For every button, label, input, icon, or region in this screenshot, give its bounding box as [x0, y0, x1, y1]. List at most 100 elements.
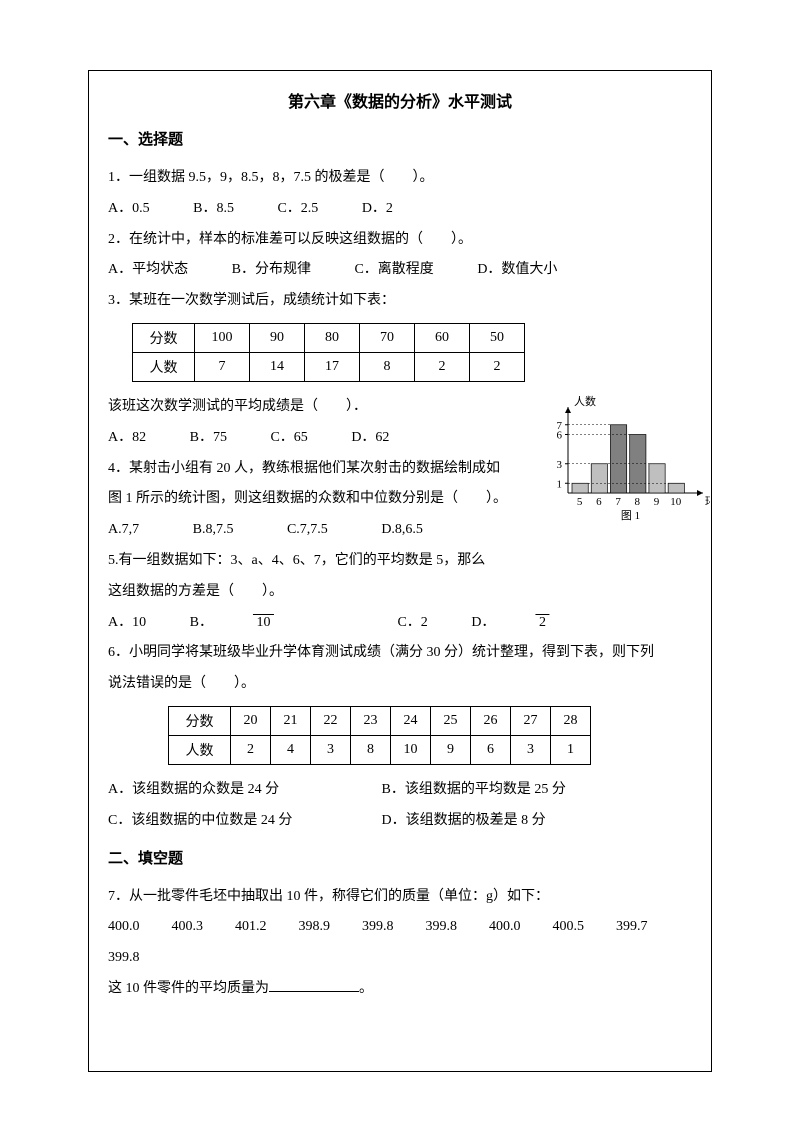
q6-opt-a: A．该组数据的众数是 24 分 [108, 775, 378, 806]
q6-r0: 人数 [169, 735, 231, 764]
q7-v4: 399.8 [362, 912, 422, 943]
q1-opt-b: B．8.5 [193, 194, 234, 225]
q6-r5: 10 [391, 735, 431, 764]
q2-opt-a: A．平均状态 [108, 255, 188, 286]
q6-table: 分数 20 21 22 23 24 25 26 27 28 人数 2 4 3 8… [168, 706, 591, 765]
svg-text:3: 3 [557, 459, 563, 471]
q3-r1: 7 [195, 352, 250, 381]
q5-line1: 5.有一组数据如下：3、a、4、6、7，它们的平均数是 5，那么 [108, 546, 692, 577]
q6-h1: 20 [231, 706, 271, 735]
q3-h3: 80 [305, 323, 360, 352]
q5-opt-a: A．10 [108, 608, 146, 639]
q6-h2: 21 [271, 706, 311, 735]
fill-blank[interactable] [269, 978, 359, 992]
page: 第六章《数据的分析》水平测试 一、选择题 1．一组数据 9.5，9，8.5，8，… [0, 0, 800, 1132]
q6-h6: 25 [431, 706, 471, 735]
chart-svg: 人数13675678910环图 1 [540, 395, 710, 525]
q1-opt-d: D．2 [362, 194, 393, 225]
q6-r2: 4 [271, 735, 311, 764]
table-row: 分数 20 21 22 23 24 25 26 27 28 [169, 706, 591, 735]
q7-v3: 398.9 [299, 912, 359, 943]
table-row: 分数 100 90 80 70 60 50 [133, 323, 525, 352]
q2-opt-c: C．离散程度 [354, 255, 433, 286]
q3-h1: 100 [195, 323, 250, 352]
q4-opt-a: A.7,7 [108, 515, 139, 546]
q7-v6: 400.0 [489, 912, 549, 943]
doc-title: 第六章《数据的分析》水平测试 [108, 88, 692, 112]
q6-r1: 2 [231, 735, 271, 764]
svg-text:7: 7 [615, 496, 621, 508]
q3-r2: 14 [250, 352, 305, 381]
q6-row2: C．该组数据的中位数是 24 分 D．该组数据的极差是 8 分 [108, 806, 692, 837]
q7-values: 400.0 400.3 401.2 398.9 399.8 399.8 400.… [108, 912, 692, 974]
q6-h4: 23 [351, 706, 391, 735]
q4-opt-c: C.7,7.5 [287, 515, 328, 546]
q6-line2: 说法错误的是（ ）。 [108, 669, 692, 700]
q6-r8: 3 [511, 735, 551, 764]
q3-r5: 2 [415, 352, 470, 381]
q3-text: 3．某班在一次数学测试后，成绩统计如下表： [108, 286, 692, 317]
q5-d-label: D． [471, 608, 495, 639]
q5-opt-b: B． 10 [190, 608, 354, 639]
q2-options: A．平均状态 B．分布规律 C．离散程度 D．数值大小 [108, 255, 692, 286]
svg-text:8: 8 [635, 496, 641, 508]
sqrt-10: 10 [253, 608, 314, 639]
content: 第六章《数据的分析》水平测试 一、选择题 1．一组数据 9.5，9，8.5，8，… [90, 60, 710, 1005]
q4-opt-b: B.8,7.5 [193, 515, 234, 546]
svg-text:6: 6 [596, 496, 602, 508]
svg-text:7: 7 [557, 420, 563, 432]
q7-text: 7．从一批零件毛坯中抽取出 10 件，称得它们的质量（单位：g）如下： [108, 882, 692, 913]
q3-r3: 17 [305, 352, 360, 381]
q3-opt-b: B．75 [190, 423, 227, 454]
q6-r7: 6 [471, 735, 511, 764]
q7-v2: 401.2 [235, 912, 295, 943]
q6-h7: 26 [471, 706, 511, 735]
q4-opt-d: D.8,6.5 [381, 515, 423, 546]
q5-opt-c: C．2 [397, 608, 427, 639]
q6-opt-d: D．该组数据的极差是 8 分 [382, 813, 546, 828]
q6-r6: 9 [431, 735, 471, 764]
q3-opt-c: C．65 [270, 423, 307, 454]
q1-opt-c: C．2.5 [277, 194, 318, 225]
q3-opt-d: D．62 [351, 423, 389, 454]
q3-h5: 60 [415, 323, 470, 352]
q6-opt-c: C．该组数据的中位数是 24 分 [108, 806, 378, 837]
q1-options: A．0.5 B．8.5 C．2.5 D．2 [108, 194, 692, 225]
q5-line2: 这组数据的方差是（ ）。 [108, 577, 692, 608]
q7-v0: 400.0 [108, 912, 168, 943]
svg-text:9: 9 [654, 496, 660, 508]
q6-r4: 8 [351, 735, 391, 764]
q7-v5: 399.8 [426, 912, 486, 943]
q7-v7: 400.5 [553, 912, 613, 943]
q3-h2: 90 [250, 323, 305, 352]
svg-text:图 1: 图 1 [621, 509, 640, 522]
q7-v9: 399.8 [108, 943, 168, 974]
q6-h9: 28 [551, 706, 591, 735]
q6-row1: A．该组数据的众数是 24 分 B．该组数据的平均数是 25 分 [108, 775, 692, 806]
q3-h0: 分数 [133, 323, 195, 352]
q6-line1: 6．小明同学将某班级毕业升学体育测试成绩（满分 30 分）统计整理，得到下表，则… [108, 638, 692, 669]
table-row: 人数 7 14 17 8 2 2 [133, 352, 525, 381]
q5-opt-d: D． 2 [471, 608, 629, 639]
q1-text: 1．一组数据 9.5，9，8.5，8，7.5 的极差是（ ）。 [108, 163, 692, 194]
q3-r4: 8 [360, 352, 415, 381]
q2-opt-d: D．数值大小 [477, 255, 557, 286]
svg-text:10: 10 [670, 496, 682, 508]
section-2-heading: 二、填空题 [108, 847, 692, 868]
q6-h5: 24 [391, 706, 431, 735]
q3-r0: 人数 [133, 352, 195, 381]
q5-options: A．10 B． 10 C．2 D． 2 [108, 608, 692, 639]
q6-h0: 分数 [169, 706, 231, 735]
section-1-heading: 一、选择题 [108, 128, 692, 149]
q6-r9: 1 [551, 735, 591, 764]
q6-r3: 3 [311, 735, 351, 764]
q3-opt-a: A．82 [108, 423, 146, 454]
q3-r6: 2 [470, 352, 525, 381]
q3-h4: 70 [360, 323, 415, 352]
svg-text:人数: 人数 [574, 395, 596, 408]
svg-text:环: 环 [705, 496, 710, 508]
table-row: 人数 2 4 3 8 10 9 6 3 1 [169, 735, 591, 764]
q2-text: 2．在统计中，样本的标准差可以反映这组数据的（ ）。 [108, 225, 692, 256]
q3-table: 分数 100 90 80 70 60 50 人数 7 14 17 8 2 2 [132, 323, 525, 382]
sqrt-2: 2 [535, 608, 589, 639]
